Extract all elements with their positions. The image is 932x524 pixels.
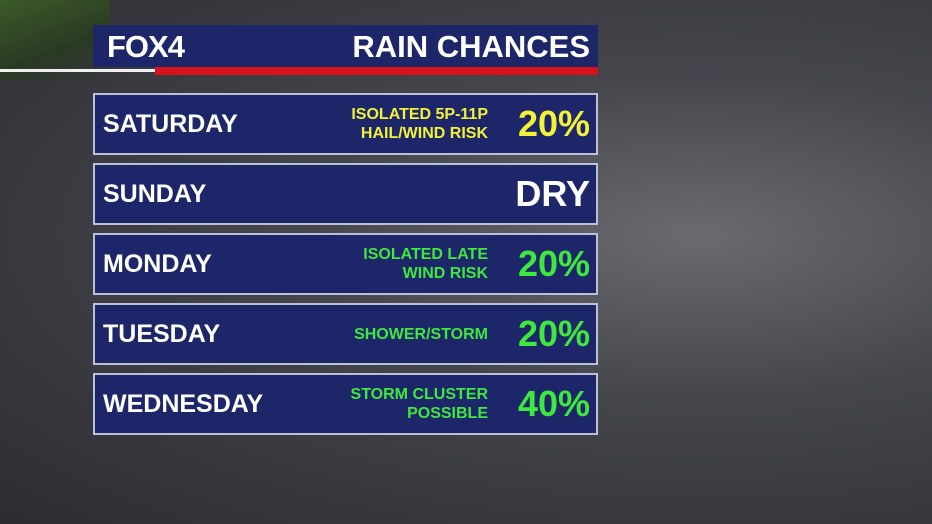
note-line: ISOLATED LATE [363, 246, 488, 263]
note-line: STORM CLUSTER [350, 386, 488, 403]
note: STORM CLUSTER POSSIBLE [351, 375, 488, 433]
note: ISOLATED 5P-11P HAIL/WIND RISK [351, 95, 488, 153]
note: ISOLATED LATE WIND RISK [363, 235, 488, 293]
accent-line [0, 69, 155, 72]
forecast-row: WEDNESDAY STORM CLUSTER POSSIBLE 40% [93, 373, 598, 435]
day-label: SATURDAY [103, 110, 238, 138]
accent-bar [155, 67, 598, 75]
note-line: POSSIBLE [407, 405, 488, 422]
title: RAIN CHANCES [352, 29, 590, 64]
note: SHOWER/STORM [354, 305, 488, 363]
day-label: MONDAY [103, 250, 212, 278]
note-line: HAIL/WIND RISK [360, 125, 488, 142]
forecast-row: SATURDAY ISOLATED 5P-11P HAIL/WIND RISK 20% [93, 93, 598, 155]
rain-chance: 20% [517, 103, 590, 144]
day-label: SUNDAY [103, 180, 207, 208]
header-bar: FOX4 RAIN CHANCES [93, 25, 598, 67]
rain-chance: 40% [517, 383, 590, 424]
rain-chance: 20% [517, 243, 590, 284]
rain-chance: DRY [515, 173, 590, 214]
logo: FOX4 [107, 29, 185, 64]
forecast-row: TUESDAY SHOWER/STORM 20% [93, 303, 598, 365]
note-line: SHOWER/STORM [354, 325, 488, 343]
note-line: WIND RISK [402, 265, 488, 282]
day-label: TUESDAY [103, 320, 221, 348]
rain-chance: 20% [517, 313, 590, 354]
background-grass [0, 0, 110, 80]
day-label: WEDNESDAY [103, 390, 264, 418]
forecast-row: MONDAY ISOLATED LATE WIND RISK 20% [93, 233, 598, 295]
forecast-row: SUNDAY DRY [93, 163, 598, 225]
note-line: ISOLATED 5P-11P [351, 106, 488, 123]
